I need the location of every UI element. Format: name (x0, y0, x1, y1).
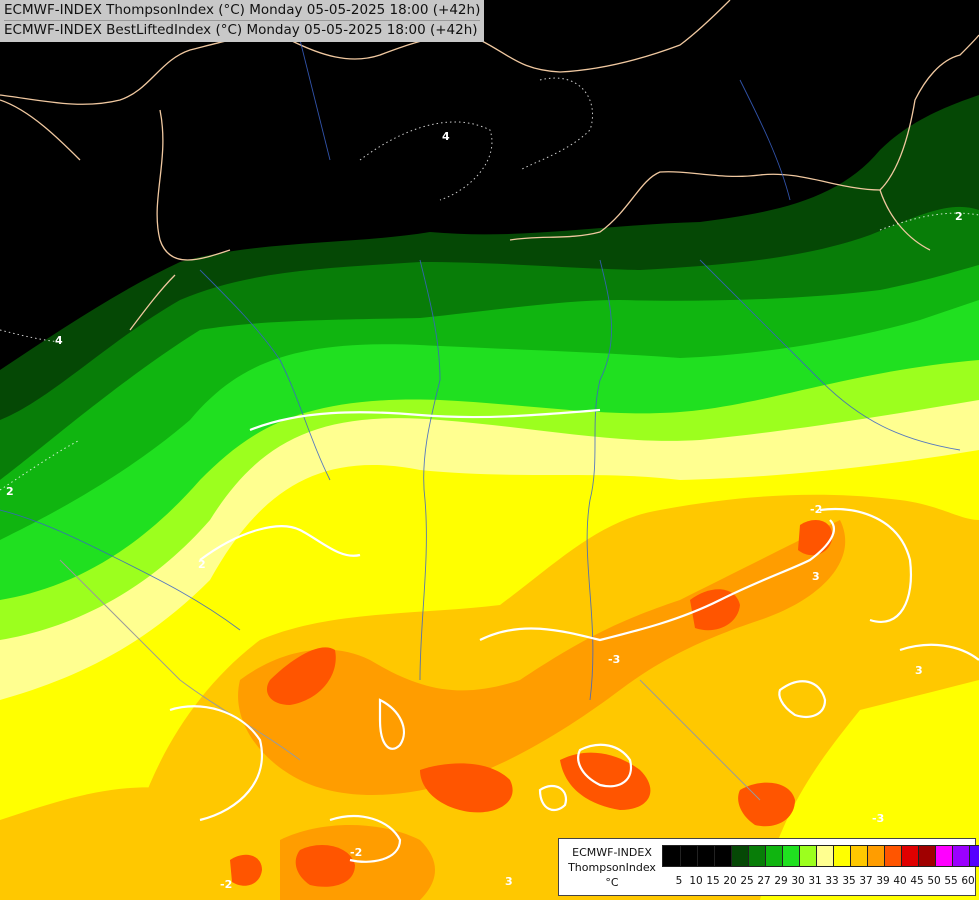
field-darkorange-1 (238, 520, 846, 795)
contour-label: 3 (812, 570, 820, 583)
legend-swatch (935, 846, 952, 866)
contour-label: -3 (608, 653, 621, 666)
legend-swatch (901, 846, 918, 866)
field-redorange-8 (230, 854, 262, 886)
legend-swatch (748, 846, 765, 866)
legend-swatch (952, 846, 969, 866)
rivers (0, 39, 961, 701)
legend-tick-label: 33 (825, 875, 839, 887)
legend-title-line: ThompsonIndex (568, 861, 656, 874)
contour-label: -3 (872, 812, 885, 825)
legend-swatch (680, 846, 697, 866)
white-contours (169, 408, 979, 863)
legend-swatch (799, 846, 816, 866)
dotted-contours (0, 77, 979, 491)
contour-label: 4 (442, 130, 450, 143)
title-line-1: ECMWF-INDEX ThompsonIndex (°C) Monday 05… (4, 2, 481, 18)
legend-tick-label: 29 (774, 875, 788, 887)
grey-borders (59, 559, 761, 801)
legend-tick-label: 15 (706, 875, 720, 887)
legend-tick-label: 39 (876, 875, 890, 887)
color-legend: ECMWF-INDEX ThompsonIndex °C 5 10 15 20 25 27… (558, 838, 979, 896)
field-redorange-1 (266, 647, 336, 705)
legend-title-line: °C (605, 876, 619, 889)
legend-swatch (833, 846, 850, 866)
contour-label: -2 (350, 846, 363, 859)
map-title-box: ECMWF-INDEX ThompsonIndex (°C) Monday 05… (0, 0, 485, 42)
contour-label: -2 (810, 503, 823, 516)
legend-tick-labels: 5 10 15 20 25 27 29 30 31 33 35 37 39 40 45 50 55 60 (662, 875, 975, 889)
field-redorange-7 (738, 782, 795, 827)
legend-tick-label: 27 (757, 875, 771, 887)
contour-label: 2 (6, 485, 14, 498)
legend-tick-label: 40 (893, 875, 907, 887)
legend-tick-label: 50 (927, 875, 941, 887)
legend-swatch (884, 846, 901, 866)
legend-swatch (765, 846, 782, 866)
country-borders (0, 0, 979, 331)
field-redorange-5 (798, 520, 833, 556)
legend-tick-label: 5 (675, 875, 683, 887)
field-redorange-3 (560, 752, 651, 810)
field-redorange-6 (295, 845, 355, 887)
legend-tick-label: 10 (689, 875, 703, 887)
legend-swatch (714, 846, 731, 866)
legend-tick-label: 25 (740, 875, 754, 887)
legend-color-bar (662, 845, 979, 867)
legend-swatch (867, 846, 884, 866)
legend-title-line: ECMWF-INDEX (572, 846, 652, 859)
contour-label: 4 (55, 334, 63, 347)
legend-tick-label: 31 (808, 875, 822, 887)
legend-tick-label: 45 (910, 875, 924, 887)
contour-label: -2 (220, 878, 233, 891)
legend-swatch (969, 846, 979, 866)
title-line-2: ECMWF-INDEX BestLiftedIndex (°C) Monday … (4, 20, 481, 40)
legend-swatch (782, 846, 799, 866)
legend-tick-label: 35 (842, 875, 856, 887)
field-redorange-2 (420, 763, 513, 813)
legend-swatch (816, 846, 833, 866)
field-redorange-4 (690, 589, 740, 631)
contour-label: 3 (915, 664, 923, 677)
legend-swatch (850, 846, 867, 866)
legend-swatch (731, 846, 748, 866)
field-orange-2 (0, 787, 180, 900)
legend-swatch (697, 846, 714, 866)
contour-label: 2 (198, 558, 206, 571)
legend-tick-label: 20 (723, 875, 737, 887)
legend-tick-label: 30 (791, 875, 805, 887)
contour-label: 3 (505, 875, 513, 888)
legend-tick-label: 55 (944, 875, 958, 887)
legend-tick-label: 60 (961, 875, 975, 887)
legend-title: ECMWF-INDEX ThompsonIndex °C (563, 845, 661, 890)
legend-swatch (918, 846, 935, 866)
legend-swatch (663, 846, 680, 866)
legend-tick-label: 37 (859, 875, 873, 887)
contour-label: 2 (955, 210, 963, 223)
